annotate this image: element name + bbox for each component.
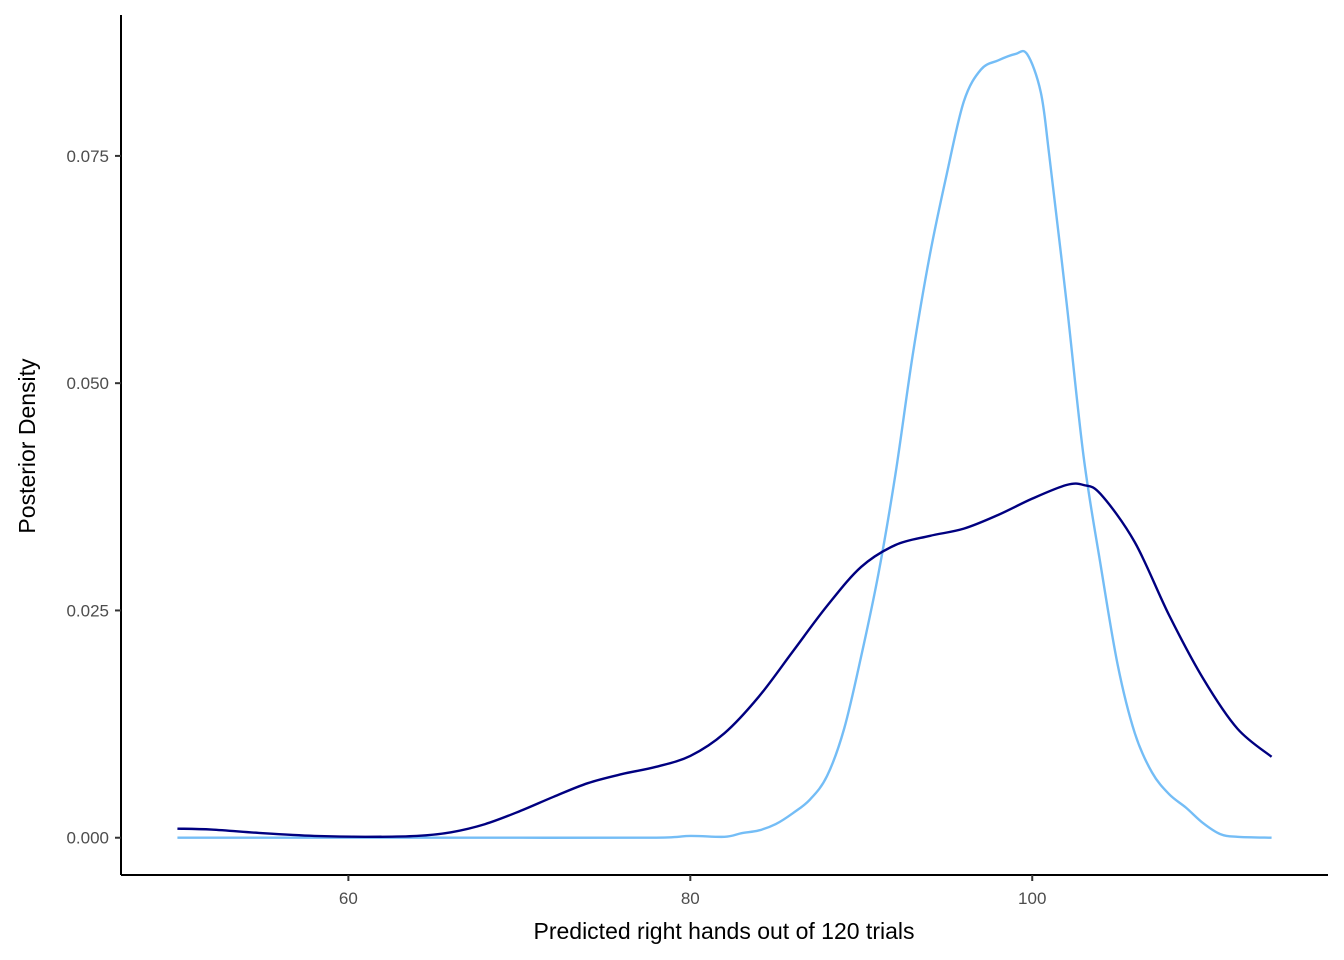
lines-layer (177, 49, 1273, 840)
y-tick-label: 0.025 (66, 601, 109, 620)
density-line-2 (177, 482, 1273, 839)
x-tick-label: 80 (681, 889, 700, 908)
y-tick-label: 0.050 (66, 374, 109, 393)
x-axis-title: Predicted right hands out of 120 trials (533, 918, 914, 944)
y-axis-title: Posterior Density (14, 358, 40, 534)
x-tick-label: 60 (339, 889, 358, 908)
x-tick-label: 100 (1018, 889, 1046, 908)
x-ticks: 60 80 100 (339, 875, 1046, 908)
y-tick-label: 0.000 (66, 829, 109, 848)
y-tick-label: 0.075 (66, 147, 109, 166)
y-ticks: 0.000 0.025 0.050 0.075 (66, 147, 121, 848)
density-line-1 (177, 49, 1272, 840)
